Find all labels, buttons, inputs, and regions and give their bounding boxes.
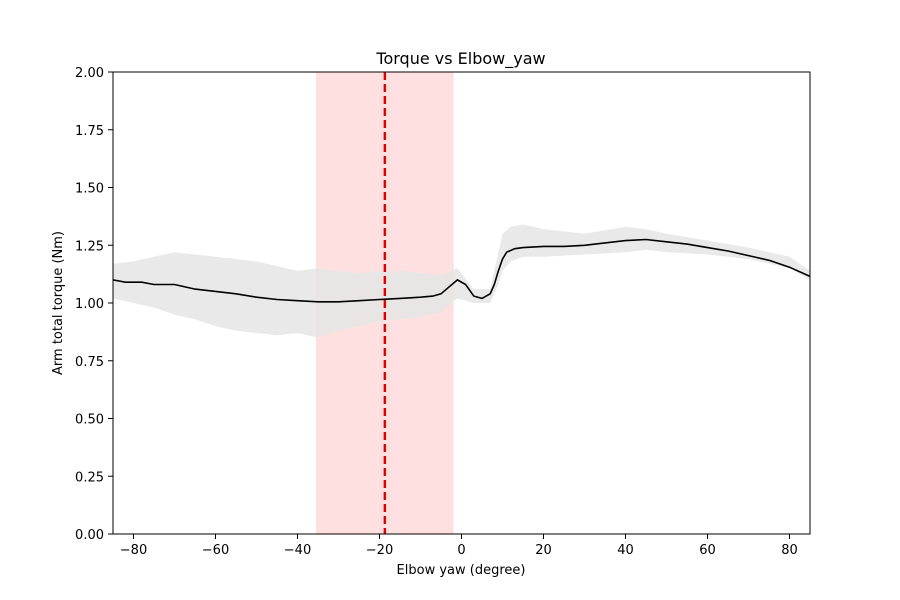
x-tick-label: 40 <box>617 543 634 558</box>
y-axis-label: Arm total torque (Nm) <box>51 231 66 375</box>
x-tick-label: −80 <box>120 543 147 558</box>
x-tick-label: 0 <box>457 543 465 558</box>
y-tick-label: 1.75 <box>75 124 104 139</box>
y-tick-label: 0.00 <box>75 528 104 543</box>
variability-band <box>113 224 810 338</box>
x-tick-label: 60 <box>699 543 716 558</box>
x-tick-label: 20 <box>535 543 552 558</box>
y-tick-label: 0.50 <box>75 413 104 428</box>
x-tick-label: −60 <box>202 543 229 558</box>
y-tick-label: 1.25 <box>75 239 104 254</box>
x-tick-label: 80 <box>781 543 798 558</box>
x-axis-label: Elbow yaw (degree) <box>397 563 526 578</box>
x-tick-label: −20 <box>366 543 393 558</box>
y-tick-label: 0.75 <box>75 355 104 370</box>
chart-title: Torque vs Elbow_yaw <box>375 49 545 69</box>
y-tick-label: 1.50 <box>75 182 104 197</box>
y-axis: 0.00 0.25 0.50 0.75 1.00 1.25 1.50 1.75 2.00 <box>75 66 113 543</box>
mean-torque-line <box>112 238 811 303</box>
x-axis: −80 −60 −40 −20 0 20 40 60 80 <box>120 534 798 558</box>
y-tick-label: 2.00 <box>75 66 104 81</box>
y-tick-label: 0.25 <box>75 470 104 485</box>
x-tick-label: −40 <box>284 543 311 558</box>
y-tick-label: 1.00 <box>75 297 104 312</box>
plot-area <box>112 72 811 534</box>
